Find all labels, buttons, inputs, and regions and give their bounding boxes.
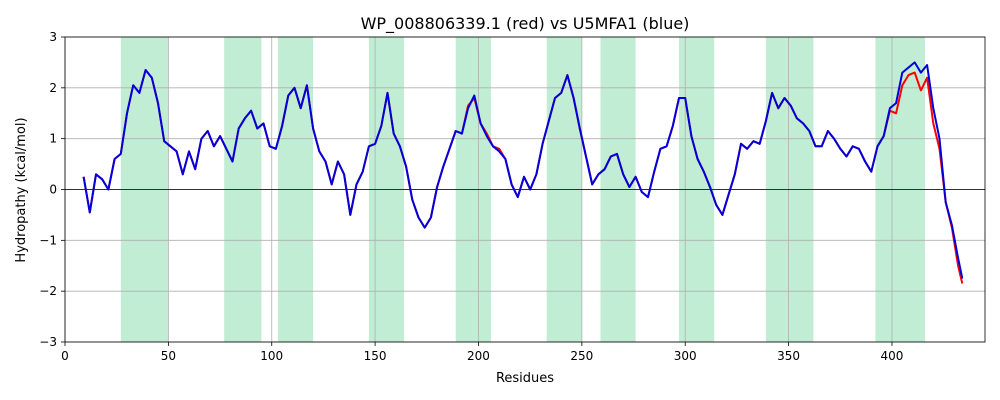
chart-title: WP_008806339.1 (red) vs U5MFA1 (blue) xyxy=(361,14,690,34)
y-tick-label: 1 xyxy=(49,132,57,146)
x-tick-label: 200 xyxy=(467,349,490,363)
y-tick-label: 3 xyxy=(49,30,57,44)
x-tick-label: 150 xyxy=(364,349,387,363)
x-tick-label: 250 xyxy=(570,349,593,363)
series-layer xyxy=(82,61,964,284)
y-tick-label: −2 xyxy=(39,284,57,298)
x-tick-label: 350 xyxy=(777,349,800,363)
x-tick-label: 50 xyxy=(161,349,176,363)
x-axis-label: Residues xyxy=(496,371,554,386)
x-tick-label: 0 xyxy=(61,349,69,363)
series-line-blue xyxy=(82,61,964,279)
y-tick-label: 0 xyxy=(49,183,57,197)
x-tick-label: 100 xyxy=(260,349,283,363)
x-tick-label: 400 xyxy=(881,349,904,363)
y-axis-ticks: −3 −2 −1 0 1 2 3 xyxy=(39,30,65,349)
x-tick-label: 300 xyxy=(674,349,697,363)
y-tick-label: −1 xyxy=(39,233,57,247)
y-axis-label: Hydropathy (kcal/mol) xyxy=(14,117,29,262)
x-axis-ticks: 0 50 100 150 200 250 300 350 400 xyxy=(61,342,903,363)
y-tick-label: 2 xyxy=(49,81,57,95)
y-tick-label: −3 xyxy=(39,335,57,349)
series-line-red xyxy=(82,69,964,284)
